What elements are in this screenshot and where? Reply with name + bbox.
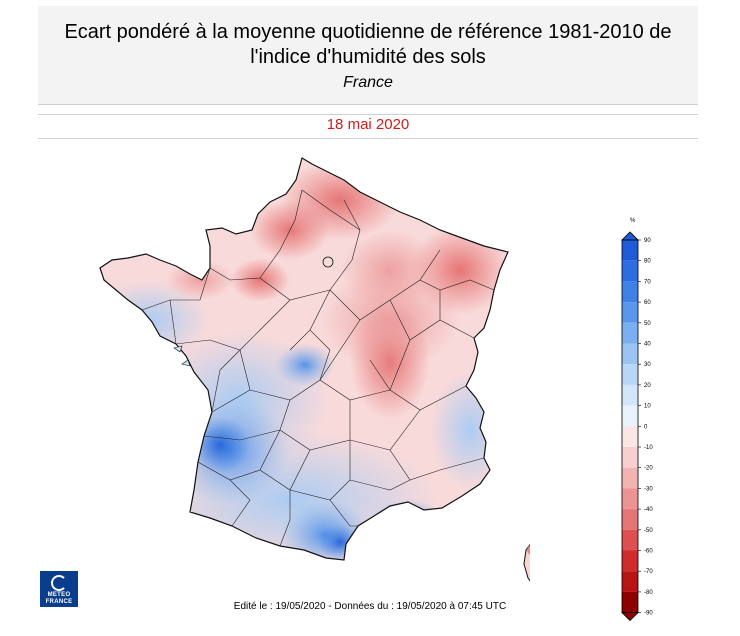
legend-band xyxy=(622,281,638,303)
legend-band xyxy=(622,405,638,427)
legend-band xyxy=(622,591,638,613)
legend-band xyxy=(622,488,638,510)
legend-tick-label: 10 xyxy=(644,404,651,410)
legend-tick-label: 60 xyxy=(644,300,651,306)
legend-band xyxy=(622,343,638,365)
legend-band xyxy=(622,240,638,261)
logo-icon xyxy=(51,575,67,591)
legend-tick-label: 90 xyxy=(644,238,651,244)
legend-max-arrow xyxy=(621,231,639,241)
legend-band xyxy=(622,571,638,592)
legend-tick-label: 70 xyxy=(644,279,651,285)
legend-ticks: 90 80 70 60 50 40 30 20 10 0 -10 -20 -30 -40 -50 -60 -70… xyxy=(638,238,653,617)
legend-band xyxy=(622,509,638,530)
paris-region xyxy=(322,256,334,268)
legend-unit: % xyxy=(630,218,636,224)
legend-tick-label: -80 xyxy=(644,590,653,596)
legend-tick-label: 40 xyxy=(644,342,651,348)
mainland-france xyxy=(99,157,509,561)
france-map xyxy=(99,157,530,582)
legend-tick-label: -60 xyxy=(644,549,653,555)
rule-bottom xyxy=(38,138,698,139)
map-region: France xyxy=(343,74,393,91)
legend-tick-label: 80 xyxy=(644,259,651,265)
legend-band xyxy=(622,322,638,344)
legend-band xyxy=(622,467,638,489)
legend-tick-label: 50 xyxy=(644,321,651,327)
legend-band xyxy=(622,529,638,551)
legend-tick-label: -30 xyxy=(644,486,653,492)
legend-bar xyxy=(621,231,639,622)
meteo-france-logo: METEO FRANCE xyxy=(40,571,78,607)
legend-band xyxy=(622,260,638,282)
header: Ecart pondéré à la moyenne quotidienne d… xyxy=(38,6,698,105)
legend-min-arrow xyxy=(621,612,639,622)
legend-band xyxy=(622,364,638,385)
color-legend: % 90 80 70 60 50 40 30 20 10 0 -10 -20 -30 -40 -50 -60 -… xyxy=(621,218,653,622)
legend-band xyxy=(622,447,638,468)
legend-tick-label: -70 xyxy=(644,569,653,575)
map-title: Ecart pondéré à la moyenne quotidienne d… xyxy=(64,21,672,68)
corsica xyxy=(523,543,530,582)
legend-tick-label: -90 xyxy=(644,611,653,617)
legend-tick-label: -50 xyxy=(644,528,653,534)
legend-tick-label: 0 xyxy=(644,424,648,430)
legend-tick-label: -40 xyxy=(644,507,653,513)
department-borders xyxy=(141,189,495,547)
legend-tick-label: 30 xyxy=(644,362,651,368)
legend-tick-label: -20 xyxy=(644,466,653,472)
legend-band xyxy=(622,550,638,572)
legend-tick-label: -10 xyxy=(644,445,653,451)
legend-band xyxy=(622,384,638,406)
legend-tick-label: 20 xyxy=(644,383,651,389)
legend-band xyxy=(622,302,638,323)
map-date: 18 mai 2020 xyxy=(326,116,410,133)
legend-band xyxy=(622,426,638,447)
rule-top xyxy=(38,114,698,115)
edition-footer: Edité le : 19/05/2020 - Données du : 19/… xyxy=(233,601,507,612)
